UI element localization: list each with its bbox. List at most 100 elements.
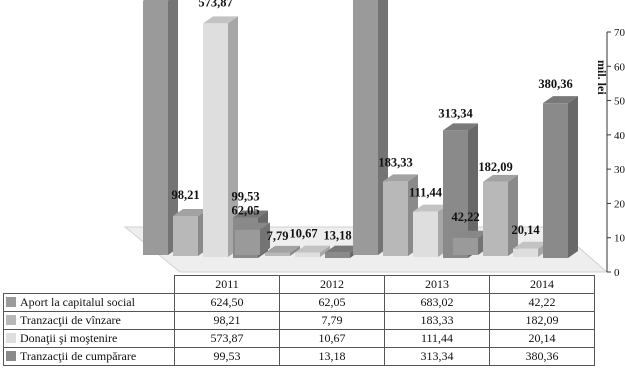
data-table-corner: [3, 275, 175, 294]
legend-swatch: [6, 351, 16, 361]
data-label: 62,05: [231, 204, 259, 218]
bar-side: [168, 0, 178, 255]
data-label: 380,36: [538, 77, 572, 91]
bar-top: [203, 16, 238, 24]
bar: [203, 16, 238, 257]
bar-front: [483, 181, 508, 256]
bar-top: [143, 0, 170, 1]
value-axis-tick-label: 10: [614, 233, 625, 245]
table-cell: 182,09: [489, 311, 595, 330]
table-row: Tranzacţii de vînzare 98,21 7,79 183,33 …: [3, 311, 595, 330]
table-row: Tranzacţii de cumpărare 99,53 13,18 313,…: [3, 347, 595, 366]
bar: [383, 174, 418, 256]
value-axis: 0 10 20 30 40 50 60 70 mil. lei: [595, 27, 625, 279]
bar-top: [413, 204, 448, 212]
data-label: 183,33: [378, 155, 412, 169]
series-name-cell: Aport la capitalul social: [3, 293, 175, 312]
category-label: 2014: [489, 275, 595, 294]
bar-front: [383, 181, 408, 256]
legend-swatch: [6, 297, 16, 307]
data-table: 2011 2012 2013 2014 Aport la capitalul s…: [3, 275, 595, 366]
value-axis-tick-label: 60: [614, 61, 625, 73]
table-cell: 624,50: [174, 293, 280, 312]
bar-front: [143, 0, 168, 255]
table-cell: 111,44: [384, 329, 490, 348]
legend-swatch: [6, 333, 16, 343]
bar-top: [543, 96, 578, 104]
category-label: 2013: [384, 275, 490, 294]
bar: [413, 204, 448, 257]
value-axis-tick-label: 30: [614, 164, 625, 176]
legend-swatch: [6, 315, 16, 325]
bar-top: [233, 210, 268, 218]
series-name-cell: Tranzacţii de vînzare: [3, 311, 175, 330]
bar-front: [353, 0, 378, 255]
value-axis-tick-label: 50: [614, 96, 625, 108]
data-label: 99,53: [231, 189, 259, 203]
bar-top: [325, 245, 360, 253]
bar: [143, 0, 178, 255]
bar: [295, 245, 330, 257]
bar-top: [453, 230, 488, 238]
bar-series: [143, 0, 578, 258]
data-label: 98,21: [171, 188, 199, 202]
bar: [235, 222, 270, 255]
bar: [265, 245, 300, 256]
table-cell: 62,05: [279, 293, 385, 312]
bar-front: [453, 237, 478, 255]
bar-top: [235, 222, 270, 230]
bar-top: [513, 241, 548, 249]
table-cell: 42,22: [489, 293, 595, 312]
data-label: 313,34: [438, 106, 473, 120]
data-label: 111,44: [409, 186, 443, 200]
bar-top: [483, 174, 518, 182]
bar: [483, 174, 518, 256]
category-label: 2012: [279, 275, 385, 294]
table-cell: 10,67: [279, 329, 385, 348]
series-name: Aport la capitalul social: [20, 295, 135, 309]
bar-side: [260, 222, 270, 255]
data-label: 573,87: [198, 0, 232, 9]
bar: [543, 96, 578, 258]
table-row: Aport la capitalul social 624,50 62,05 6…: [3, 293, 595, 312]
table-cell: 683,02: [384, 293, 490, 312]
table-cell: 98,21: [174, 311, 280, 330]
data-label: 42,22: [451, 210, 479, 224]
bar-front: [543, 103, 568, 258]
table-cell: 7,79: [279, 311, 385, 330]
table-cell: 99,53: [174, 347, 280, 366]
data-labels: 624,5098,21573,8799,5362,057,7910,6713,1…: [171, 0, 572, 243]
data-label: 7,79: [267, 229, 289, 243]
bar-side: [320, 245, 330, 257]
bar-front: [513, 248, 538, 257]
table-row: Donaţii şi moştenire 573,87 10,67 111,44…: [3, 329, 595, 348]
bar-top: [443, 123, 478, 131]
series-name: Tranzacţii de cumpărare: [20, 349, 137, 363]
bar-front: [203, 23, 228, 257]
bar-side: [290, 245, 300, 256]
series-name-cell: Tranzacţii de cumpărare: [3, 347, 175, 366]
bar-top: [265, 245, 300, 253]
bar: [353, 0, 388, 255]
bar-side: [228, 16, 238, 257]
bar-side: [468, 123, 478, 258]
bar-front: [295, 252, 320, 257]
value-axis-tick-label: 0: [614, 267, 620, 279]
table-cell: 13,18: [279, 347, 385, 366]
bar-side: [568, 96, 578, 258]
bar-front: [325, 252, 350, 258]
bar-front: [265, 252, 290, 256]
bar-side: [508, 174, 518, 256]
table-cell: 183,33: [384, 311, 490, 330]
data-label: 20,14: [511, 223, 540, 237]
table-cell: 20,14: [489, 329, 595, 348]
value-axis-tick-label: 70: [614, 27, 625, 39]
bar-front: [235, 229, 260, 255]
value-axis-tick-label: 20: [614, 198, 625, 210]
value-axis-title: mil. lei: [595, 60, 609, 95]
bar-front: [173, 216, 198, 256]
table-cell: 573,87: [174, 329, 280, 348]
data-table-header-row: 2011 2012 2013 2014: [3, 275, 595, 294]
series-name: Donaţii şi moştenire: [20, 331, 118, 345]
